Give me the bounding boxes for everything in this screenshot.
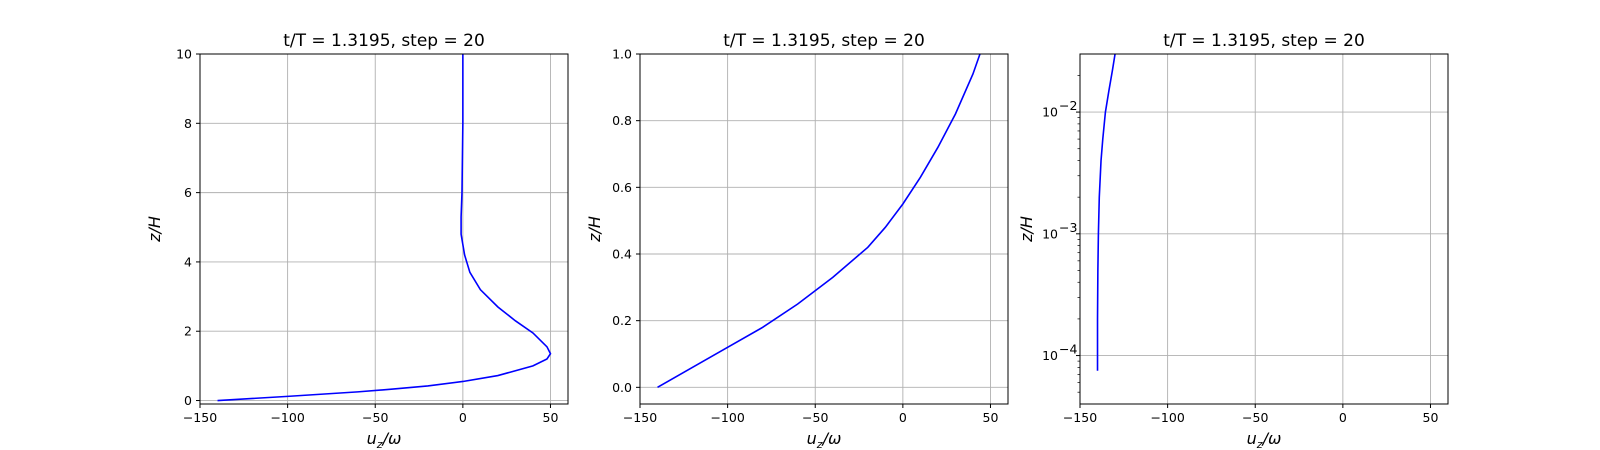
chart-title: t/T = 1.3195, step = 20 — [1163, 31, 1365, 51]
x-axis-label: uz/ω — [367, 429, 402, 450]
y-tick-label: 0 — [184, 393, 192, 408]
y-tick-label: 10 — [1042, 105, 1058, 120]
plot-frame — [639, 53, 1009, 405]
x-axis-label: uz/ω — [1247, 429, 1282, 450]
y-tick-label: 4 — [184, 254, 192, 269]
x-tick-label: −150 — [183, 410, 217, 425]
y-tick-label: 10 — [176, 47, 192, 62]
plot-frame — [1079, 53, 1449, 405]
x-tick-label: −150 — [1063, 410, 1097, 425]
data-line-series-1 — [1096, 53, 1116, 371]
y-tick-label: 8 — [184, 116, 192, 131]
plot-frame — [199, 53, 569, 405]
chart-title: t/T = 1.3195, step = 20 — [723, 31, 925, 51]
x-tick-label: −150 — [623, 410, 657, 425]
x-tick-label: −100 — [270, 410, 304, 425]
x-tick-label: −50 — [1242, 410, 1268, 425]
y-tick-label: 2 — [184, 324, 192, 339]
x-tick-label: −100 — [710, 410, 744, 425]
y-tick-label: 0.6 — [612, 180, 632, 195]
y-tick-label: 6 — [184, 185, 192, 200]
x-tick-label: 50 — [983, 410, 999, 425]
x-tick-label: 0 — [899, 410, 907, 425]
y-tick-exponent: −4 — [1059, 342, 1077, 357]
x-tick-label: −50 — [362, 410, 388, 425]
x-tick-label: 50 — [543, 410, 559, 425]
x-tick-label: 0 — [459, 410, 467, 425]
y-axis-label: z/H — [145, 216, 164, 243]
y-tick-label: 0.4 — [612, 247, 632, 262]
data-line-series-1 — [217, 54, 552, 402]
y-tick-exponent: −2 — [1059, 98, 1077, 113]
y-axis-label: z/H — [1017, 216, 1036, 243]
y-tick-label: 1.0 — [612, 47, 632, 62]
y-tick-label: 10 — [1042, 348, 1058, 363]
x-tick-label: 50 — [1423, 410, 1439, 425]
y-tick-label: 0.2 — [612, 313, 632, 328]
data-line-series-1 — [657, 53, 981, 389]
y-tick-label: 10 — [1042, 226, 1058, 241]
x-tick-label: −100 — [1150, 410, 1184, 425]
x-axis-label: uz/ω — [807, 429, 842, 450]
chart-panel-2: −150 −100 −50 0 50 0.0 0.2 0.4 0.6 0.8 1.0 t/T = 1.… — [585, 31, 1009, 450]
x-tick-label: 0 — [1339, 410, 1347, 425]
x-tick-label: −50 — [802, 410, 828, 425]
y-axis-label: z/H — [585, 216, 604, 243]
chart-panel-1: −150 −100 −50 0 50 0 2 4 6 8 10 t/T = 1.3195, step … — [145, 31, 569, 450]
y-tick-label: 0.8 — [612, 113, 632, 128]
y-tick-exponent: −3 — [1059, 220, 1077, 235]
y-tick-label: 0.0 — [612, 380, 632, 395]
chart-title: t/T = 1.3195, step = 20 — [283, 31, 485, 51]
